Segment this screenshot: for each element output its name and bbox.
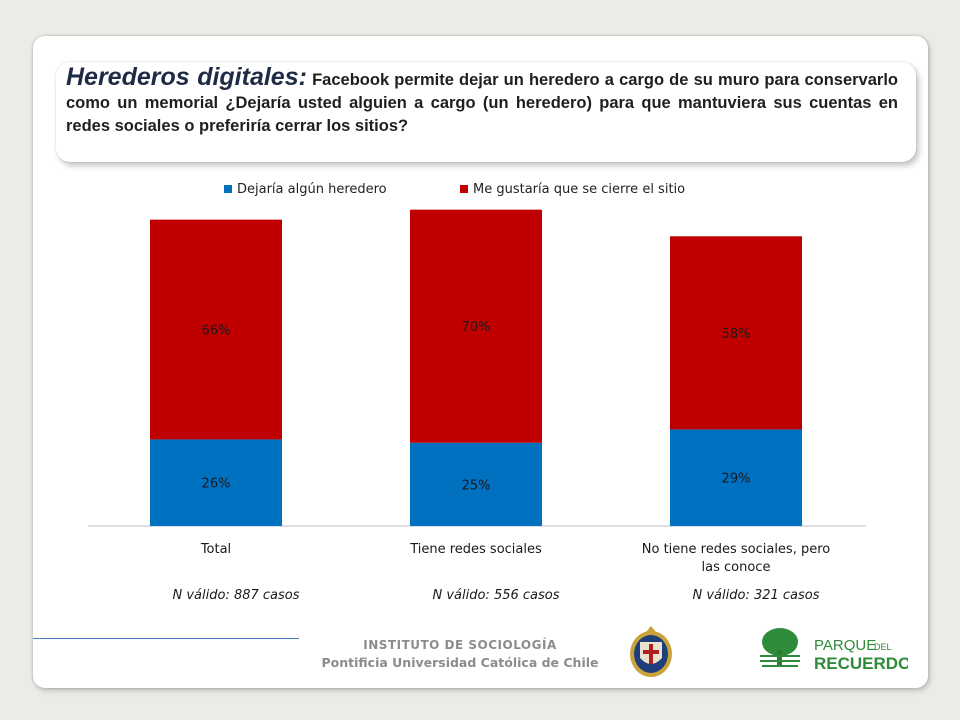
logo-text-del: DEL — [874, 642, 892, 652]
data-label: 25% — [462, 478, 491, 493]
legend-label-heredero: Dejaría algún heredero — [237, 182, 387, 197]
bar-cierre-2 — [670, 236, 802, 430]
valid-cases-note: N válido: 321 casos — [692, 588, 819, 603]
data-label: 66% — [202, 324, 231, 339]
x-tick-label: Tiene redes sociales — [409, 542, 542, 557]
university-seal-icon — [630, 626, 672, 677]
logo-text-recuerdo: RECUERDO — [814, 654, 908, 673]
x-tick-label: No tiene redes sociales, pero — [642, 542, 831, 557]
institution-block: INSTITUTO DE SOCIOLOGÍA Pontificia Unive… — [300, 638, 620, 670]
title-block: Herederos digitales: Facebook permite de… — [66, 63, 898, 138]
chart-legend: Dejaría algún heredero Me gustaría que s… — [224, 182, 685, 197]
data-label: 70% — [462, 320, 491, 335]
survey-question: Facebook permite dejar un heredero a car… — [66, 71, 898, 135]
x-tick-label: las conoce — [702, 560, 771, 575]
data-label: 58% — [722, 327, 751, 342]
bar-heredero-1 — [410, 442, 542, 526]
legend-swatch-cierre — [460, 185, 468, 193]
bar-heredero-2 — [670, 429, 802, 526]
x-tick-label: Total — [200, 542, 231, 557]
title-box — [56, 62, 916, 162]
page-title: Herederos digitales: — [66, 63, 307, 91]
valid-cases-note: N válido: 556 casos — [432, 588, 559, 603]
university-name: Pontificia Universidad Católica de Chile — [321, 655, 599, 670]
logo-text-parque: PARQUE — [814, 637, 876, 654]
bar-cierre-0 — [150, 219, 282, 440]
legend-swatch-heredero — [224, 185, 232, 193]
footer-divider — [33, 638, 299, 639]
valid-cases-note: N válido: 887 casos — [172, 588, 299, 603]
legend-label-cierre: Me gustaría que se cierre el sitio — [473, 182, 685, 197]
institute-name: INSTITUTO DE SOCIOLOGÍA — [363, 638, 557, 652]
parque-del-recuerdo-logo: PARQUE DEL RECUERDO — [760, 628, 908, 673]
bar-heredero-0 — [150, 439, 282, 526]
bar-cierre-1 — [410, 209, 542, 443]
data-label: 29% — [722, 472, 751, 487]
data-label: 26% — [202, 477, 231, 492]
